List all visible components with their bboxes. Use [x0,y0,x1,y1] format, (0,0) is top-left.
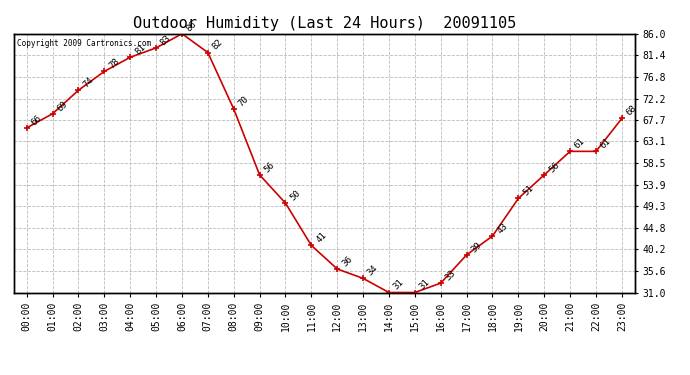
Text: 74: 74 [81,75,95,89]
Text: 56: 56 [262,160,277,174]
Text: Copyright 2009 Cartronics.com: Copyright 2009 Cartronics.com [17,39,151,48]
Text: 61: 61 [599,136,613,151]
Text: 36: 36 [340,254,354,268]
Text: 82: 82 [210,38,225,52]
Text: 61: 61 [573,136,587,151]
Text: 69: 69 [55,99,70,113]
Text: 56: 56 [547,160,561,174]
Text: 68: 68 [624,104,639,118]
Text: 78: 78 [107,57,121,70]
Text: 39: 39 [469,240,484,254]
Text: 51: 51 [521,184,535,198]
Text: 34: 34 [366,264,380,278]
Text: 31: 31 [392,278,406,292]
Text: 81: 81 [133,42,147,57]
Text: 70: 70 [237,94,250,108]
Text: 66: 66 [30,113,43,127]
Title: Outdoor Humidity (Last 24 Hours)  20091105: Outdoor Humidity (Last 24 Hours) 2009110… [132,16,516,31]
Text: 83: 83 [159,33,173,47]
Text: 43: 43 [495,221,509,235]
Text: 86: 86 [185,19,199,33]
Text: 41: 41 [314,231,328,244]
Text: 33: 33 [444,268,457,282]
Text: 50: 50 [288,188,302,202]
Text: 31: 31 [417,278,432,292]
